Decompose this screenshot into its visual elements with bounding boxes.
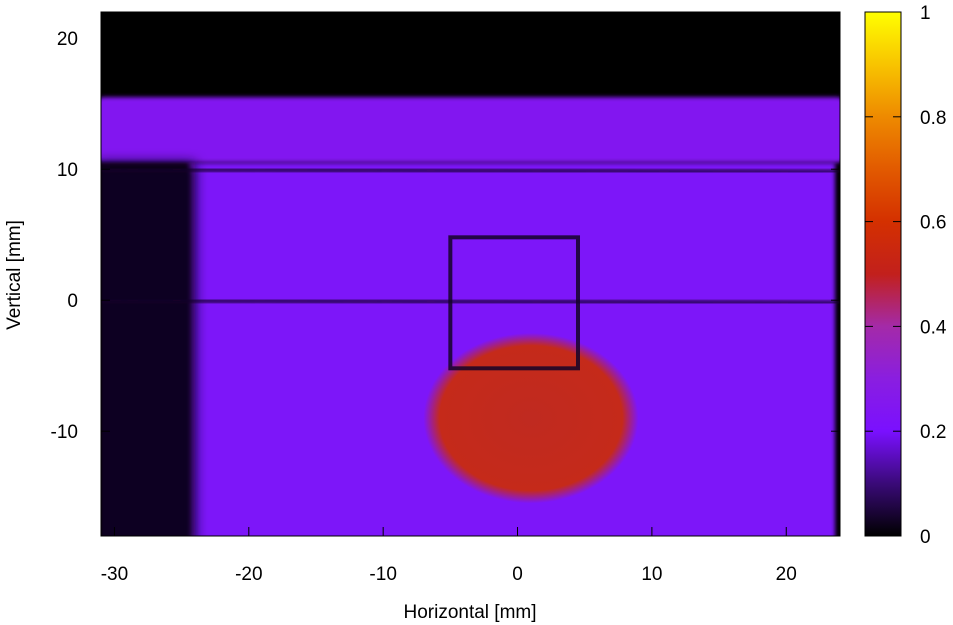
x-tick-label: -20 [235,564,262,585]
x-tick-label: -10 [369,564,396,585]
plot-area [101,12,840,536]
y-tick-label: 10 [57,160,78,181]
colorbar-ticks: 0 0.2 0.4 0.6 0.8 1 [865,3,947,548]
inner-square-wire [448,235,580,371]
colorbar-tick-label: 1 [920,3,931,24]
x-tick-label: 20 [776,564,797,585]
colorbar-tick-label: 0.2 [920,422,946,443]
x-tick-label: -30 [101,564,128,585]
hot-spot [423,332,639,504]
y-axis-ticks: -10 0 10 20 [51,29,840,443]
grid-wire-horizontal [101,297,840,306]
y-tick-label: 0 [67,291,78,312]
x-tick-label: 10 [641,564,662,585]
colorbar-tick-label: 0.6 [920,213,946,234]
x-axis-label: Horizontal [mm] [403,602,536,623]
x-tick-label: 0 [512,564,523,585]
grid-wire-horizontal [101,166,840,175]
colorbar-tick-label: 0.4 [920,317,947,338]
x-axis-ticks: -30 -20 -10 0 10 20 [101,12,797,585]
colorbar-tick-label: 0.8 [920,108,946,129]
colorbar [864,11,902,537]
colorbar-tick-label: 0 [920,527,931,548]
dark-left-region [101,162,196,536]
y-tick-label: -10 [51,422,78,443]
horizontal-strip [101,97,840,163]
y-axis-label: Vertical [mm] [4,220,25,330]
y-tick-label: 20 [57,29,78,50]
plot-frame [100,11,841,537]
